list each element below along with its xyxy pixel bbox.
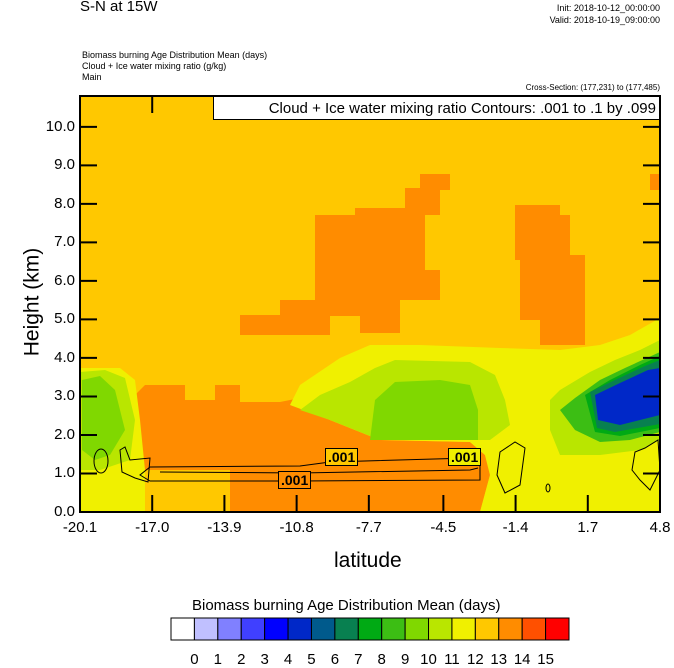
colorbar-swatch [357,617,383,641]
colorbar-label: 13 [490,651,508,668]
colorbar-swatch [428,617,453,641]
x-tick-label: -20.1 [62,519,98,536]
y-tick-label: 9.0 [54,156,75,174]
x-tick-label: -1.4 [502,519,529,536]
y-tick-label: 0.0 [54,503,75,520]
subtitle-1: Biomass burning Age Distribution Mean (d… [82,50,268,60]
contour-line [545,483,551,493]
fill-13-14-right [515,205,585,345]
colorbar-swatch [240,617,266,641]
x-tick-label: -10.8 [279,519,314,536]
colorbar-label: 8 [377,651,386,668]
y-axis-label: Height (km) [20,247,44,357]
y-tick-label: 5.0 [54,310,75,328]
colorbar-swatch [310,617,336,641]
colorbar-label: 6 [330,651,340,668]
fill-13-14-upper [240,174,450,335]
x-tick-label: 1.7 [577,519,599,536]
contour-label: .001 [325,448,359,466]
x-tick-label: 4.8 [649,519,671,536]
x-axis-label: latitude [334,549,402,572]
cross-section-info: Cross-Section: (177,231) to (177,485) [525,83,660,92]
fill-13-14-edge [650,174,660,190]
fill-4-5-right [595,368,660,425]
colorbar-title: Biomass burning Age Distribution Mean (d… [192,597,501,614]
y-tick-label: 6.0 [54,271,75,289]
colorbar-label: 3 [260,651,269,668]
colorbar-label: 7 [354,651,363,668]
colorbar-label: 12 [467,651,484,668]
colorbar-label: 15 [537,651,554,668]
axis-ticks [79,96,661,513]
y-tick-label: 7.0 [54,233,75,251]
colorbar-swatch [521,617,547,641]
colorbar-label: 0 [190,651,199,668]
colorbar-swatch [217,617,242,641]
subtitle-3: Main [82,72,102,82]
colorbar-label: 1 [213,651,222,668]
colorbar-label: 14 [513,651,531,668]
x-tick-label: -17.0 [135,519,170,536]
contour-info-box: Cloud + Ice water mixing ratio Contours:… [213,96,660,120]
colorbar-swatch [474,617,500,641]
colorbar-label: 4 [283,651,293,668]
contour-line [159,467,479,474]
y-tick-label: 4.0 [54,348,75,366]
valid-time: Valid: 2018-10-19_09:00:00 [549,15,660,25]
colorbar-swatch [381,617,406,641]
plot-title: S-N at 15W [80,0,158,15]
contour-label: .001 [278,471,312,489]
colorbar-swatch [404,617,430,641]
init-time: Init: 2018-10-12_00:00:00 [556,3,660,13]
filled-contours [80,96,660,512]
y-tick-label: 8.0 [54,194,75,212]
fill-9-10-center [370,380,478,440]
contour-line [631,439,661,491]
colorbar-label: 10 [420,651,437,668]
colorbar-label: 9 [400,651,410,668]
colorbar-swatch [451,617,476,641]
cloud-contours [93,439,661,494]
colorbar [170,617,570,641]
colorbar-label: 2 [237,651,246,668]
colorbar-swatch [264,617,289,641]
colorbar-swatch [170,617,195,641]
x-tick-label: -4.5 [430,519,457,536]
y-tick-label: 1.0 [54,464,75,482]
y-tick-label: 2.0 [54,425,75,443]
x-tick-label: -7.7 [355,519,382,536]
y-tick-label: 10.0 [45,117,75,135]
subtitles: Biomass burning Age Distribution Mean (d… [82,50,267,83]
colorbar-swatch [545,617,570,641]
colorbar-label: 5 [307,651,316,668]
contour-line [496,441,526,494]
x-tick-label: -13.9 [207,519,242,536]
colorbar-swatch [334,617,359,641]
y-tick-label: 3.0 [54,387,75,405]
contour-line [139,454,481,482]
time-info: Init: 2018-10-12_00:00:00 Valid: 2018-10… [550,2,660,26]
colorbar-swatch [287,617,312,641]
contour-label: .001 [448,448,482,466]
subtitle-2: Cloud + Ice water mixing ratio (g/kg) [82,61,227,71]
colorbar-label: 11 [444,651,460,668]
colorbar-swatch [193,617,219,641]
colorbar-swatch [498,617,523,641]
contour-line [119,446,151,483]
contour-line [93,448,109,474]
